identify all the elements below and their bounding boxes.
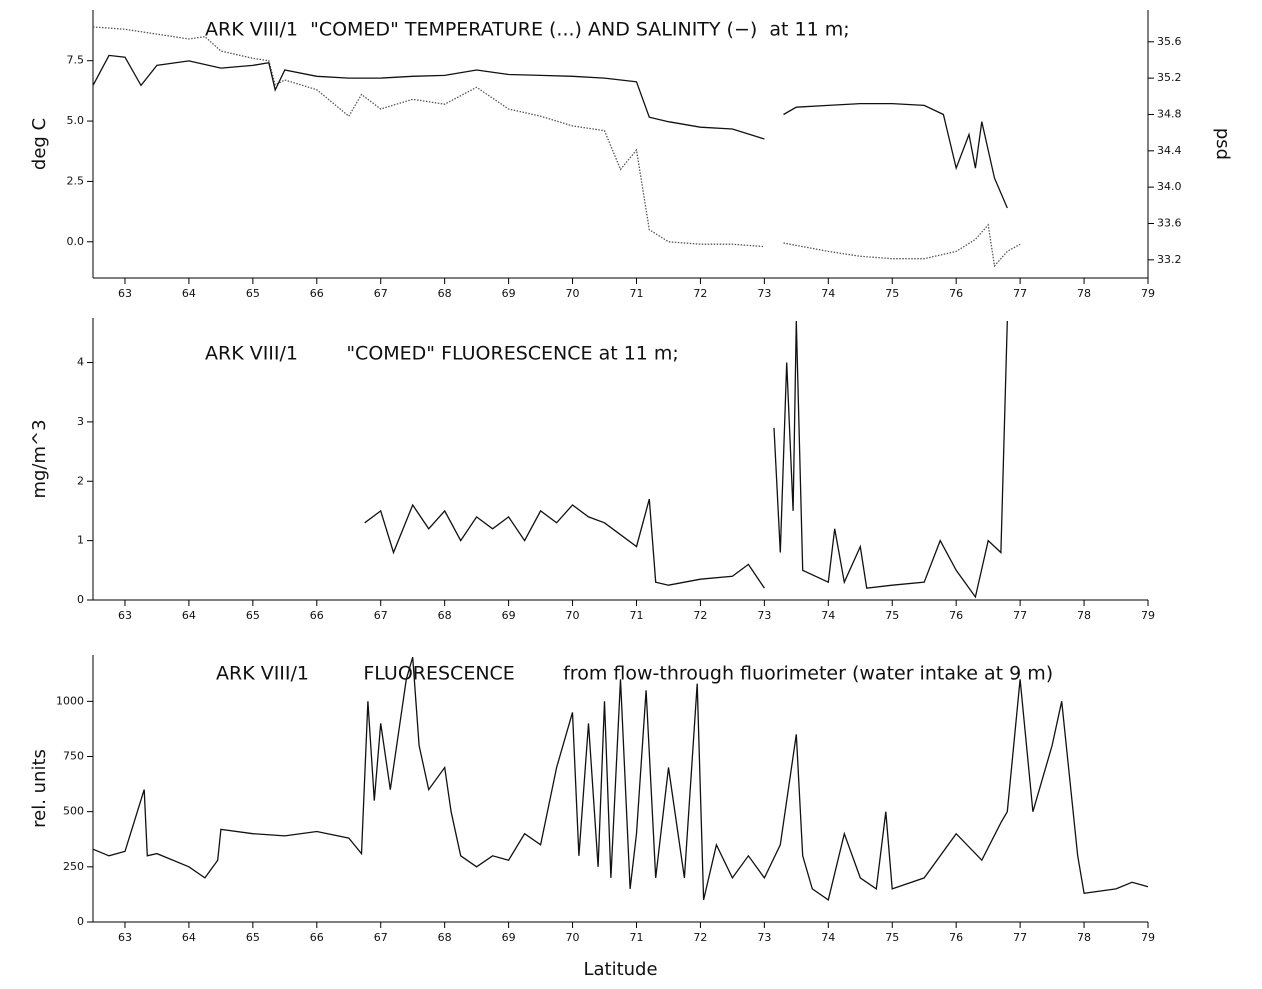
x-tick-label: 76 — [949, 931, 963, 944]
x-tick-label: 77 — [1013, 609, 1027, 622]
x-tick-label: 67 — [374, 931, 388, 944]
x-tick-label: 69 — [502, 931, 516, 944]
y2-tick-label: 34.0 — [1157, 180, 1182, 193]
chart-title: ARK VIII/1 "COMED" FLUORESCENCE at 11 m; — [205, 343, 679, 365]
x-tick-label: 64 — [182, 287, 196, 300]
x-tick-label: 70 — [566, 609, 580, 622]
x-axis-label: Latitude — [583, 959, 657, 980]
x-tick-label: 76 — [949, 287, 963, 300]
x-tick-label: 75 — [885, 609, 899, 622]
x-tick-label: 68 — [438, 287, 452, 300]
x-tick-label: 73 — [757, 287, 771, 300]
data-line — [364, 320, 1008, 599]
x-tick-label: 78 — [1077, 287, 1091, 300]
x-tick-label: 73 — [757, 609, 771, 622]
x-tick-label: 68 — [438, 931, 452, 944]
y-tick-label: 2 — [77, 474, 84, 487]
x-tick-label: 79 — [1141, 287, 1155, 300]
data-line — [92, 26, 1021, 268]
x-tick-label: 74 — [821, 287, 835, 300]
x-tick-label: 65 — [246, 287, 260, 300]
y-tick-label: 0 — [77, 593, 84, 606]
x-tick-label: 66 — [310, 287, 324, 300]
x-tick-label: 65 — [246, 609, 260, 622]
x-tick-label: 66 — [310, 609, 324, 622]
x-tick-label: 77 — [1013, 287, 1027, 300]
x-tick-label: 71 — [629, 609, 643, 622]
chart-title: ARK VIII/1 FLUORESCENCE from flow-throug… — [216, 663, 1053, 685]
x-tick-label: 77 — [1013, 931, 1027, 944]
x-tick-label: 72 — [693, 287, 707, 300]
x-tick-label: 75 — [885, 287, 899, 300]
x-tick-label: 68 — [438, 609, 452, 622]
data-line — [92, 54, 1008, 209]
y-tick-label: 4 — [77, 356, 84, 369]
y2-tick-label: 34.4 — [1157, 144, 1182, 157]
x-tick-label: 71 — [629, 931, 643, 944]
x-tick-label: 78 — [1077, 931, 1091, 944]
x-tick-label: 71 — [629, 287, 643, 300]
x-tick-label: 64 — [182, 609, 196, 622]
y2-tick-label: 34.8 — [1157, 107, 1182, 120]
x-tick-label: 64 — [182, 931, 196, 944]
y2-tick-label: 33.2 — [1157, 253, 1182, 266]
x-tick-label: 66 — [310, 931, 324, 944]
x-tick-label: 65 — [246, 931, 260, 944]
x-tick-label: 63 — [118, 287, 132, 300]
x-tick-label: 78 — [1077, 609, 1091, 622]
y-axis-label: rel. units — [29, 749, 50, 828]
x-tick-label: 63 — [118, 609, 132, 622]
y-tick-label: 250 — [63, 860, 84, 873]
y-tick-label: 5.0 — [67, 114, 85, 127]
y-tick-label: 7.5 — [67, 54, 85, 67]
y-tick-label: 1 — [77, 534, 84, 547]
x-tick-label: 72 — [693, 931, 707, 944]
y2-axis-label: psd — [1212, 128, 1233, 160]
y2-tick-label: 33.6 — [1157, 216, 1182, 229]
x-tick-label: 76 — [949, 609, 963, 622]
x-tick-label: 74 — [821, 609, 835, 622]
x-tick-label: 69 — [502, 287, 516, 300]
y-axis-label: mg/m^3 — [29, 419, 50, 498]
y2-tick-label: 35.6 — [1157, 35, 1182, 48]
y-tick-label: 0.0 — [67, 235, 85, 248]
y-tick-label: 2.5 — [67, 174, 85, 187]
data-line — [92, 657, 1149, 901]
y-tick-label: 1000 — [56, 694, 84, 707]
x-tick-label: 63 — [118, 931, 132, 944]
x-tick-label: 67 — [374, 287, 388, 300]
x-tick-label: 73 — [757, 931, 771, 944]
x-tick-label: 79 — [1141, 931, 1155, 944]
x-tick-label: 67 — [374, 609, 388, 622]
x-tick-label: 70 — [566, 287, 580, 300]
y-tick-label: 3 — [77, 415, 84, 428]
y-tick-label: 0 — [77, 915, 84, 928]
x-tick-label: 74 — [821, 931, 835, 944]
x-tick-label: 72 — [693, 609, 707, 622]
y-tick-label: 500 — [63, 805, 84, 818]
y-axis-label: deg C — [29, 118, 50, 170]
x-tick-label: 70 — [566, 931, 580, 944]
y-tick-label: 750 — [63, 750, 84, 763]
chart-title: ARK VIII/1 "COMED" TEMPERATURE (...) AND… — [205, 19, 850, 41]
x-tick-label: 69 — [502, 609, 516, 622]
x-tick-label: 75 — [885, 931, 899, 944]
x-tick-label: 79 — [1141, 609, 1155, 622]
y2-tick-label: 35.2 — [1157, 71, 1182, 84]
